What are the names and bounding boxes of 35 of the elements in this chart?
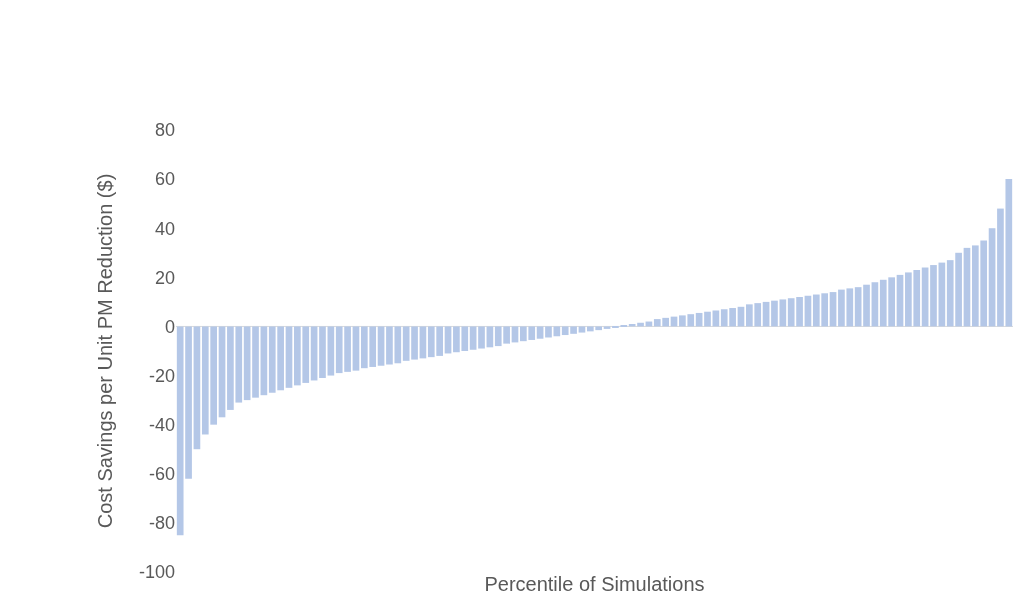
bar [243,326,251,401]
bar [603,326,611,329]
y-axis-title: Cost Savings per Unit PM Reduction ($) [94,173,117,529]
y-tick-label: -20 [148,365,175,386]
bar [469,326,477,350]
bar [377,326,385,366]
bar [310,326,318,381]
bar [511,326,519,343]
bar [319,326,326,379]
x-axis-title: Percentile of Simulations [484,572,705,595]
y-tick-label: -100 [138,562,175,583]
bar [193,326,201,450]
bar [704,311,711,327]
y-tick-label: 80 [154,120,175,141]
bar [712,310,720,327]
bar [486,326,494,348]
y-tick-label: -80 [148,513,175,534]
bar [536,326,544,339]
bar [444,326,452,354]
y-tick-label: 40 [154,218,175,239]
bar [578,326,586,333]
bar [930,265,937,327]
bar [260,326,268,396]
bar [252,326,259,398]
bar [478,326,485,349]
y-tick-label: 0 [164,316,175,337]
bar [327,326,335,376]
y-tick-label: 20 [154,267,175,288]
bar [352,326,360,371]
bar [218,326,226,418]
bar [285,326,293,388]
y-tick-label: -60 [148,464,175,485]
y-tick-label: -40 [148,414,175,435]
bar [419,326,427,359]
y-tick-label: 60 [154,169,175,190]
